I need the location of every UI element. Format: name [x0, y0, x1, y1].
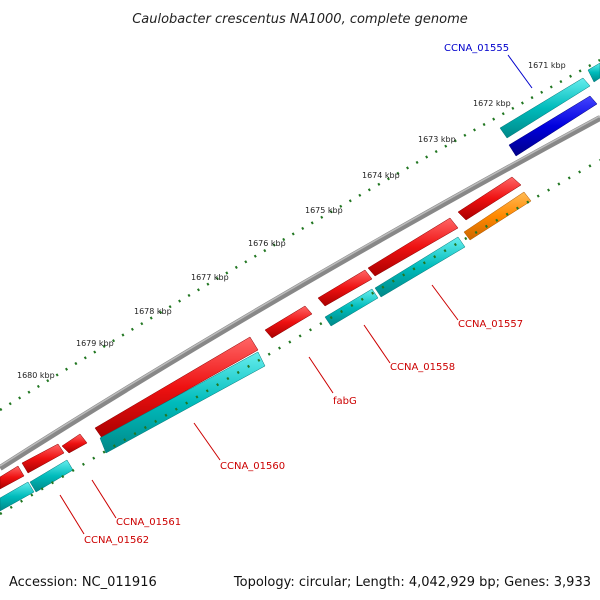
ruler-label: 1672 kbp — [473, 99, 511, 108]
cds-feature[interactable] — [61, 433, 88, 454]
ruler-label: 1673 kbp — [418, 135, 456, 144]
gene-leader-line — [431, 284, 459, 321]
ruler-label: 1680 kbp — [17, 371, 55, 380]
cds-feature[interactable] — [94, 336, 259, 439]
genome-backbone — [0, 115, 600, 471]
gene-feature[interactable] — [0, 481, 35, 512]
ruler-label: 1675 kbp — [305, 206, 343, 215]
accession-text: Accession: NC_011916 — [9, 575, 157, 590]
cds-feature[interactable] — [317, 269, 373, 307]
ruler-track — [0, 58, 600, 412]
gene-feature[interactable] — [324, 288, 379, 327]
cds-feature[interactable] — [457, 176, 522, 221]
gene-label-fabg[interactable]: fabG — [333, 396, 357, 407]
gene-label-ccna-01562[interactable]: CCNA_01562 — [84, 535, 149, 546]
gene-label-ccna-01561[interactable]: CCNA_01561 — [116, 517, 181, 528]
ruler-label: 1679 kbp — [76, 339, 114, 348]
ruler-label: 1671 kbp — [528, 61, 566, 70]
ruler-label: 1677 kbp — [191, 273, 229, 282]
gene-label-ccna-01558[interactable]: CCNA_01558 — [390, 362, 455, 373]
ruler-label: 1674 kbp — [362, 171, 400, 180]
gene-leader-line — [507, 54, 533, 89]
cds-feature[interactable] — [0, 465, 25, 490]
ruler-label: 1676 kbp — [248, 239, 286, 248]
highlighted-gene-feature[interactable] — [508, 95, 598, 157]
gene-leader-line — [59, 494, 85, 535]
trna-feature[interactable] — [463, 191, 532, 241]
gene-leader-line — [363, 324, 391, 364]
ruler-label: 1678 kbp — [134, 307, 172, 316]
gene-leader-line — [193, 422, 221, 461]
genome-summary-text: Topology: circular; Length: 4,042,929 bp… — [233, 575, 591, 590]
cds-feature[interactable] — [264, 305, 313, 339]
gene-feature[interactable] — [499, 77, 591, 139]
genome-title: Caulobacter crescentus NA1000, complete … — [132, 12, 468, 27]
gene-label-ccna-01557[interactable]: CCNA_01557 — [458, 319, 523, 330]
cds-feature[interactable] — [367, 217, 459, 277]
cds-feature[interactable] — [21, 443, 65, 474]
gene-feature[interactable] — [99, 351, 266, 454]
gene-leader-line — [308, 356, 334, 394]
gene-feature[interactable] — [374, 236, 466, 298]
gene-label-ccna-01555[interactable]: CCNA_01555 — [444, 43, 509, 54]
gene-label-ccna-01560[interactable]: CCNA_01560 — [220, 461, 285, 472]
inner-ruler-track — [0, 158, 600, 516]
gene-leader-line — [91, 479, 117, 519]
gene-feature[interactable] — [587, 62, 600, 83]
